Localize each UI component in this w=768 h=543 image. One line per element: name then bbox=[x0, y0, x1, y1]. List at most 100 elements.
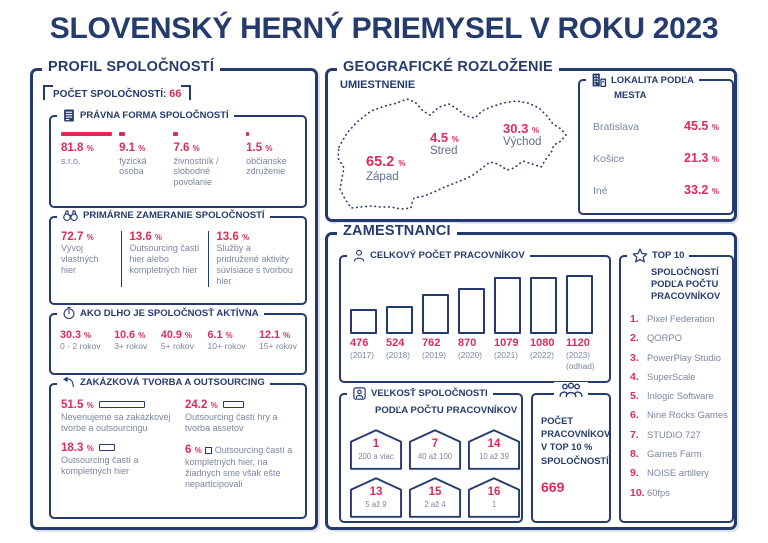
percent-value: 6.1 bbox=[207, 329, 223, 341]
employee-range: 5 až 9 bbox=[365, 500, 387, 509]
outline-square bbox=[204, 447, 212, 455]
chart-column: 1079 (2021) bbox=[494, 271, 530, 371]
bar-value: 1080 bbox=[530, 337, 555, 349]
bar-year: (2021) bbox=[494, 350, 518, 360]
house-shape bbox=[408, 429, 462, 470]
company-count: 15 bbox=[428, 486, 442, 498]
age-item: 12.1 % 15+ rokov bbox=[259, 329, 297, 351]
chart-column: 476 (2017) bbox=[350, 271, 386, 371]
age-label: 0 - 2 rokov bbox=[60, 341, 101, 351]
percent-sign: % bbox=[138, 331, 146, 340]
percent-value: 13.6 bbox=[216, 231, 239, 243]
company-row: 7. STUDIO 727 bbox=[630, 429, 728, 441]
top10-workers-line3: V TOP 10 % bbox=[541, 442, 593, 453]
bar bbox=[458, 288, 485, 334]
outsourcing-item: 24.2 % Outsourcing častí hry a tvorba as… bbox=[185, 399, 303, 434]
bar-year: (2022) bbox=[530, 350, 554, 360]
company-rank: 10. bbox=[630, 486, 645, 499]
panel-top10-spolocnosti: TOP 10 SPOLOČNOSTÍ PODĽA POČTU PRACOVNÍK… bbox=[619, 248, 734, 523]
company-rank: 2. bbox=[630, 332, 639, 345]
percent-sign: % bbox=[192, 143, 200, 153]
focus-label: Vývoj vlastných hier bbox=[61, 243, 99, 275]
panel-title-lokalita-line2: MESTA bbox=[614, 90, 647, 101]
legal-form-item: 9.1 % fyzická osoba bbox=[119, 132, 166, 188]
company-row: 5. Inlogic Software bbox=[630, 390, 728, 402]
company-name: Pixel Federation bbox=[647, 313, 715, 324]
company-name: STUDIO 727 bbox=[647, 428, 701, 440]
top10-workers-line2: PRACOVNÍKOV bbox=[541, 429, 611, 440]
company-rank: 9. bbox=[630, 467, 639, 480]
company-size-house: 13 5 až 9 bbox=[349, 476, 403, 519]
house-shape bbox=[467, 429, 521, 470]
section-title-profil: PROFIL SPOLOČNOSTÍ bbox=[42, 59, 221, 75]
percent-sign: % bbox=[711, 155, 719, 164]
bar-year: (2018) bbox=[386, 350, 410, 360]
age-label: 5+ rokov bbox=[160, 341, 195, 351]
company-rank: 5. bbox=[630, 390, 639, 403]
slovakia-map bbox=[337, 98, 568, 210]
city-name: Bratislava bbox=[593, 121, 640, 133]
outsourcing-item: 18.3 % Outsourcing častí a kompletných h… bbox=[61, 442, 179, 490]
percent-sign: % bbox=[184, 331, 192, 340]
percent-sign: % bbox=[398, 159, 406, 168]
document-icon bbox=[64, 109, 74, 122]
percent-value: 13.6 bbox=[129, 231, 152, 243]
company-count: 13 bbox=[369, 486, 383, 498]
percent-value: 51.5 bbox=[61, 399, 84, 411]
percent-sign: % bbox=[241, 233, 250, 242]
panel-title-velkost-line2: PODĽA POČTU PRACOVNÍKOV bbox=[375, 405, 518, 416]
employees-bar-chart: 476 (2017) 524 (2018) 762 (2019) 870 (20… bbox=[341, 257, 609, 371]
bar-value: 1120 bbox=[566, 337, 590, 349]
bar bbox=[386, 306, 413, 334]
percent-sign: % bbox=[451, 135, 459, 144]
legal-form-item: 81.8 % s.r.o. bbox=[61, 132, 112, 188]
company-name: SuperScale bbox=[647, 370, 696, 382]
outsourcing-item: 51.5 % Nevenujeme sa zakázkovej tvorbe a… bbox=[61, 399, 179, 434]
panel-velkost-spolocnosti: VEĽKOSŤ SPOLOČNOSTI PODĽA POČTU PRACOVNÍ… bbox=[339, 386, 523, 523]
company-row: 1. Pixel Federation bbox=[630, 313, 728, 325]
percent-value: 4.5 bbox=[430, 130, 449, 145]
company-count-value: 66 bbox=[169, 88, 182, 100]
region-zapad: 65.2 % Západ bbox=[366, 154, 406, 184]
company-row: 6. Nine Rocks Games bbox=[630, 409, 728, 421]
percent-value: 12.1 bbox=[259, 329, 281, 341]
panel-title-lokalita: LOKALITA PODĽA bbox=[611, 74, 694, 86]
panel-zakazkova-tvorba: ZAKÁZKOVÁ TVORBA A OUTSOURCING 51.5 % Ne… bbox=[49, 376, 307, 519]
panel-title-zameranie: PRIMÁRNE ZAMERANIE SPOLOČNOSTÍ bbox=[83, 210, 265, 221]
legal-form-item: 1.5 % občianske združenie bbox=[246, 132, 299, 188]
panel-top10-pracovnici: POČET PRACOVNÍKOV V TOP 10 % SPOLOČNOSTÍ… bbox=[531, 382, 611, 523]
region-name: Východ bbox=[503, 136, 542, 149]
company-rank: 1. bbox=[630, 313, 639, 325]
percent-sign: % bbox=[86, 401, 94, 410]
outsourcing-label: Outsourcing častí hry a tvorba assetov bbox=[185, 412, 278, 433]
company-count: 14 bbox=[487, 438, 501, 450]
company-rank: 4. bbox=[630, 370, 639, 383]
focus-label: Outsourcing častí hier alebo kompletných… bbox=[129, 243, 200, 275]
city-name: Košice bbox=[593, 153, 625, 165]
age-item: 30.3 % 0 - 2 rokov bbox=[60, 329, 101, 351]
panel-pravna-forma: PRÁVNA FORMA SPOLOČNOSTÍ 81.8 % s.r.o. 9… bbox=[49, 108, 307, 208]
outsourcing-label: Nevenujeme sa zakázkovej tvorbe a outsou… bbox=[61, 412, 171, 433]
company-rank: 7. bbox=[630, 428, 639, 441]
percent-value: 7.6 bbox=[173, 141, 190, 154]
section-profil-spolocnosti: PROFIL SPOLOČNOSTÍ POČET SPOLOČNOSTÍ: 66… bbox=[30, 59, 318, 530]
bar bbox=[566, 275, 593, 334]
focus-label: Služby a pridružené aktivity súvisiace s… bbox=[216, 243, 293, 286]
percent-sign: % bbox=[711, 187, 719, 196]
city-row: Bratislava 45.5 % bbox=[593, 119, 719, 133]
chart-column: 762 (2019) bbox=[422, 271, 458, 371]
percent-value: 40.9 bbox=[160, 329, 182, 341]
people-group-icon bbox=[559, 382, 583, 398]
focus-item: 72.7 % Vývoj vlastných hier bbox=[61, 231, 121, 287]
company-rank: 3. bbox=[630, 351, 639, 364]
percent-value: 10.6 bbox=[114, 329, 136, 341]
city-row: Iné 33.2 % bbox=[593, 183, 719, 197]
company-count-badge: POČET SPOLOČNOSTÍ: 66 bbox=[43, 85, 192, 104]
percent-sign: % bbox=[265, 143, 273, 153]
top10-workers-line4: SPOLOČNOSTÍ bbox=[541, 455, 609, 466]
percent-bar bbox=[119, 132, 125, 136]
percent-value: 30.3 bbox=[60, 329, 82, 341]
outsourcing-label: Outsourcing častí a kompletných hier bbox=[61, 454, 139, 476]
panel-title-celkovy: CELKOVÝ POČET PRACOVNÍKOV bbox=[370, 250, 525, 261]
legal-form-item: 7.6 % živnostník / slobodné povolanie bbox=[173, 132, 239, 188]
